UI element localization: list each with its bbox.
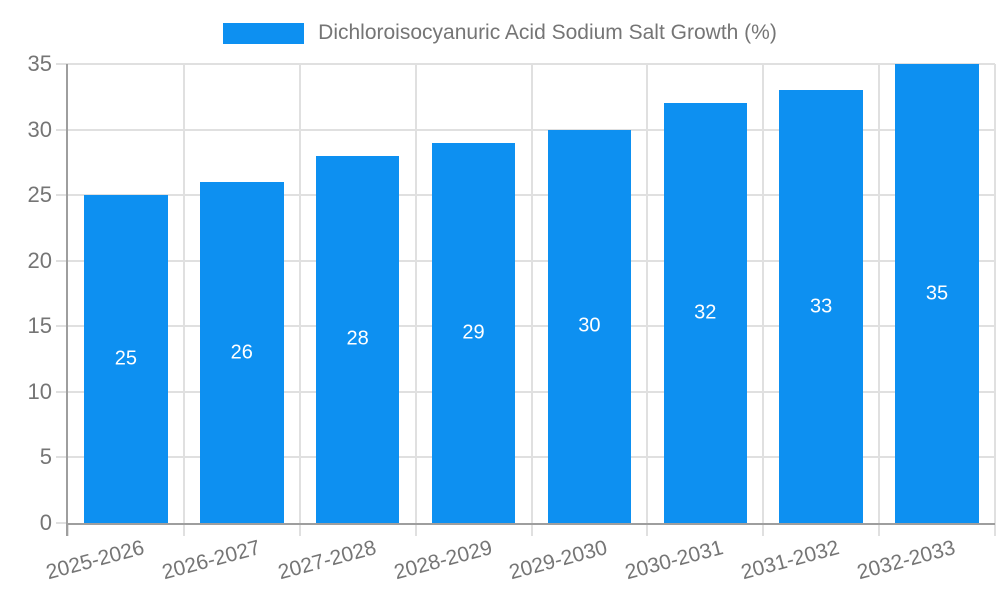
bar-slot: 25 <box>68 64 184 523</box>
bar-slot: 26 <box>184 64 300 523</box>
bar: 28 <box>315 155 400 523</box>
bar: 30 <box>547 129 632 523</box>
bar-value-label: 30 <box>578 314 601 337</box>
bar-slot: 32 <box>647 64 763 523</box>
bar-value-label: 26 <box>230 341 253 364</box>
bar-value-label: 25 <box>114 347 138 370</box>
y-axis-line <box>66 64 68 536</box>
y-axis-tick <box>56 63 68 65</box>
v-gridline <box>182 64 185 523</box>
v-gridline <box>994 64 996 523</box>
x-axis-tick <box>646 523 649 536</box>
y-tick-label: 20 <box>27 247 52 273</box>
y-tick-label: 30 <box>27 116 52 142</box>
y-axis-tick <box>56 325 68 328</box>
x-axis-line <box>66 523 995 525</box>
bar-value-label: 33 <box>810 295 833 318</box>
x-axis-tick <box>878 523 881 536</box>
y-tick-label: 5 <box>39 444 52 470</box>
x-axis-tick <box>414 523 417 536</box>
legend-swatch <box>223 22 305 44</box>
v-gridline <box>762 64 765 523</box>
x-axis-tick <box>994 523 996 536</box>
v-gridline <box>530 64 533 523</box>
bar-value-label: 35 <box>925 282 949 304</box>
bar: 29 <box>431 142 516 523</box>
y-axis-tick <box>56 194 68 197</box>
v-gridline <box>298 64 301 523</box>
bar: 33 <box>779 90 863 523</box>
plot-area: 0 5 10 15 20 25 30 35 25 26 28 29 30 32 33 35 2025-2026 2… <box>28 53 996 584</box>
y-axis-tick <box>56 522 68 524</box>
bar: 26 <box>200 182 284 523</box>
y-axis-tick <box>56 128 68 131</box>
x-axis-tick <box>67 523 69 536</box>
y-tick-label: 10 <box>27 378 52 404</box>
bar-slot: 29 <box>416 64 532 523</box>
y-tick-label: 35 <box>27 51 52 76</box>
y-tick-label: 15 <box>27 313 52 339</box>
x-axis-tick <box>298 523 301 536</box>
bar-value-label: 32 <box>694 301 717 324</box>
bar-slot: 28 <box>300 64 416 523</box>
bar-slot: 33 <box>763 64 879 523</box>
bar-value-label: 29 <box>462 321 485 344</box>
bar: 32 <box>663 103 748 523</box>
bar: 25 <box>84 195 168 523</box>
y-axis-tick <box>56 456 68 459</box>
bar-value-label: 28 <box>346 327 369 350</box>
v-gridline <box>878 64 881 523</box>
legend-label: Dichloroisocyanuric Acid Sodium Salt Gro… <box>318 21 777 44</box>
bars-container: 25 26 28 29 30 32 33 35 <box>68 64 995 523</box>
x-axis-tick <box>530 523 533 536</box>
x-axis-tick <box>762 523 765 536</box>
y-tick-label: 0 <box>39 510 52 535</box>
x-axis-tick <box>182 523 185 536</box>
v-gridline <box>414 64 417 523</box>
y-axis-tick <box>56 259 68 262</box>
bar: 35 <box>895 64 979 523</box>
bar-slot: 35 <box>879 64 995 523</box>
y-tick-label: 25 <box>27 182 52 208</box>
legend: Dichloroisocyanuric Acid Sodium Salt Gro… <box>0 20 1000 46</box>
y-axis-tick <box>56 390 68 393</box>
v-gridline <box>646 64 649 523</box>
bar-slot: 30 <box>532 64 648 523</box>
